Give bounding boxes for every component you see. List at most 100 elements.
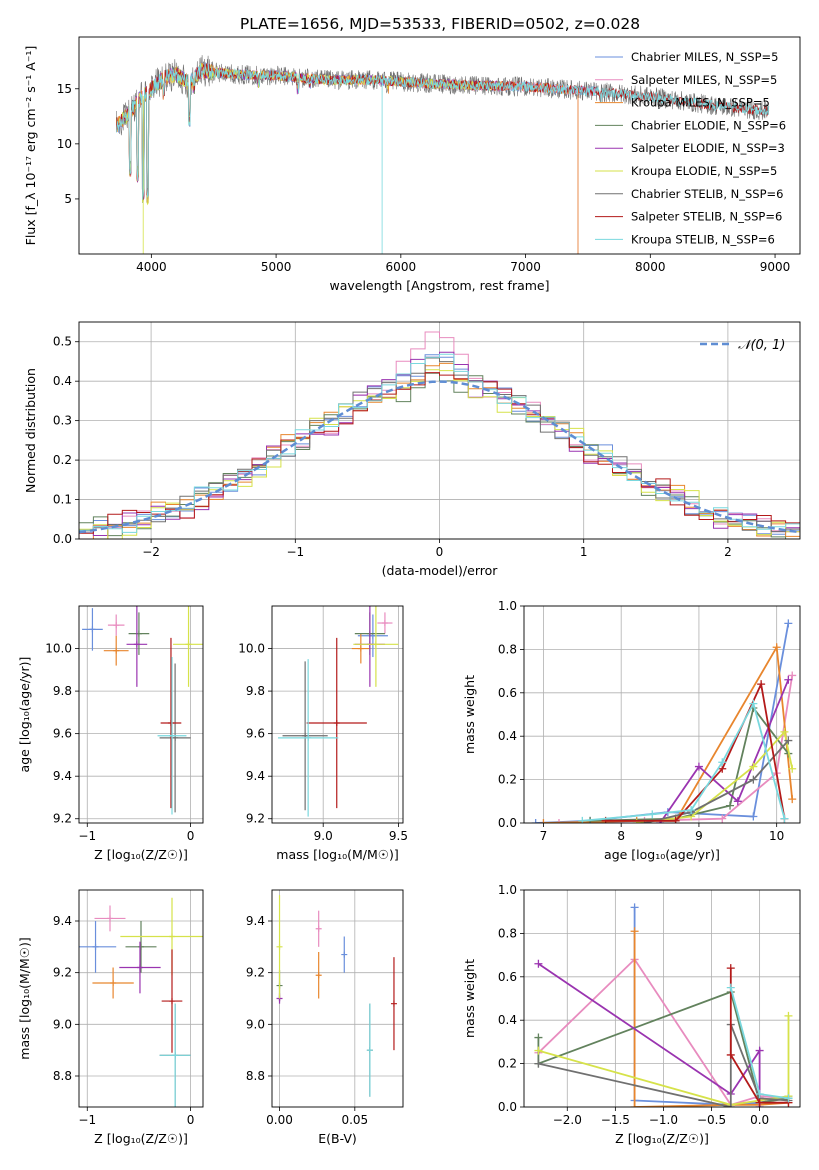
- y-tick-label: 0.6: [498, 970, 517, 984]
- mass-weight-series-line: [537, 963, 761, 1107]
- age-vs-mass-panel: 9.0 9.5 9.2 9.4 9.6 9.8 10.0 mass [log₁₀(M/M☉)]: [238, 605, 408, 862]
- mass-weight-point: [694, 762, 703, 771]
- y-axis-label: age [log₁₀(age/yr)]: [17, 657, 32, 773]
- mass-weight-point: [784, 1011, 793, 1020]
- y-tick-label: 0.2: [498, 1057, 517, 1071]
- y-tick-label: 1.0: [498, 599, 517, 613]
- x-axis-label: Z [log₁₀(Z/Z☉)]: [94, 1131, 188, 1146]
- x-tick-label: 9: [695, 829, 703, 843]
- axes-frame: [271, 889, 404, 1108]
- mass-weight-point: [718, 758, 727, 767]
- x-tick-label: 0.00: [266, 1113, 293, 1127]
- y-tick-label: 9.6: [246, 727, 265, 741]
- mass-weight-point: [788, 795, 797, 804]
- errorbar-point: [185, 641, 192, 648]
- x-axis-label: Z [log₁₀(Z/Z☉)]: [94, 847, 188, 862]
- legend-entry: Kroupa STELIB, N_SSP=6: [631, 232, 775, 246]
- errorbar-point: [305, 734, 312, 741]
- mass-weight-vs-age-panel: 7 8 9 10 0.0 0.2 0.4 0.6 0.8 1.0 age [log₁₀(age/yr…: [462, 599, 801, 862]
- y-tick-label: 0.0: [53, 532, 72, 546]
- y-tick-label: 9.0: [53, 1017, 72, 1031]
- x-tick-label: 5000: [261, 260, 292, 274]
- errorbar-point: [89, 626, 96, 633]
- y-tick-label: 8.8: [53, 1069, 72, 1083]
- legend-entry: Kroupa MILES, N_SSP=5: [631, 96, 770, 110]
- mass-weight-point: [726, 964, 735, 973]
- y-tick-label: 9.2: [246, 966, 265, 980]
- mass-weight-point: [648, 810, 657, 819]
- mass-weight-point: [749, 812, 758, 821]
- mass-weight-series-line: [729, 968, 789, 1104]
- mass-weight-point: [755, 1089, 764, 1098]
- mass-vs-metallicity-panel: −1 0 8.8 9.0 9.2 9.4 Z [log₁₀(Z/Z☉)] mass [log₁…: [17, 889, 204, 1146]
- y-axis-label: mass weight: [462, 959, 477, 1038]
- legend-entry: Chabrier ELODIE, N_SSP=6: [631, 118, 786, 132]
- y-tick-label: 9.4: [53, 769, 72, 783]
- errorbar-point: [341, 951, 348, 958]
- x-tick-label: 9.0: [314, 829, 333, 843]
- mass-weight-point: [726, 1050, 735, 1059]
- errorbar-point: [315, 972, 322, 979]
- mass-weight-point: [780, 727, 789, 736]
- x-tick-label: 2: [724, 545, 732, 559]
- y-axis-label: mass [log₁₀(M/M☉)]: [17, 937, 32, 1059]
- y-tick-label: 10: [57, 137, 72, 151]
- y-tick-label: 0.8: [498, 926, 517, 940]
- x-tick-label: 1: [580, 545, 588, 559]
- x-tick-label: 8: [617, 829, 625, 843]
- mass-weight-point: [733, 797, 742, 806]
- y-tick-label: 9.4: [246, 914, 265, 928]
- errorbar-point: [333, 720, 340, 727]
- age-vs-metallicity-panel: −1 0 9.2 9.4 9.6 9.8 10.0 Z [log₁₀(Z/Z☉)] age [l…: [17, 605, 204, 862]
- mass-weight-point: [784, 675, 793, 684]
- y-tick-label: 0.5: [53, 335, 72, 349]
- mass-weight-point: [534, 1046, 543, 1055]
- y-axis-label: mass weight: [462, 675, 477, 754]
- y-tick-label: 9.8: [53, 684, 72, 698]
- errorbar-point: [276, 943, 283, 950]
- legend-entry: Salpeter ELODIE, N_SSP=3: [631, 141, 785, 155]
- x-tick-label: 0: [187, 1113, 195, 1127]
- mass-weight-point: [749, 762, 758, 771]
- x-axis-label: (data-model)/error: [382, 563, 499, 578]
- errorbar-point: [390, 1000, 397, 1007]
- x-tick-label: −1: [78, 1113, 96, 1127]
- mass-weight-point: [630, 903, 639, 912]
- mass-weight-point: [788, 764, 797, 773]
- mass-weight-point: [757, 680, 766, 689]
- y-tick-label: 0.4: [498, 1013, 517, 1027]
- x-tick-label: 0: [187, 829, 195, 843]
- errorbar-point: [366, 1047, 373, 1054]
- normal-curve: [79, 380, 800, 534]
- x-axis-label: mass [log₁₀(M/M☉)]: [276, 847, 398, 862]
- errorbar-point: [357, 645, 364, 652]
- y-tick-label: 9.8: [246, 684, 265, 698]
- x-tick-label: 10: [769, 829, 784, 843]
- y-tick-label: 9.2: [246, 812, 265, 826]
- x-tick-label: 9.5: [389, 829, 408, 843]
- legend-entry: Chabrier MILES, N_SSP=5: [631, 50, 778, 64]
- y-tick-label: 5: [64, 192, 72, 206]
- mass-weight-series-line: [543, 644, 794, 823]
- mass-weight-point: [671, 816, 680, 823]
- y-tick-label: 10.0: [238, 642, 265, 656]
- y-tick-label: 0.0: [498, 816, 517, 830]
- y-tick-label: 0.8: [498, 642, 517, 656]
- mass-weight-point: [531, 819, 540, 823]
- y-tick-label: 9.6: [53, 727, 72, 741]
- mass-weight-point: [630, 1103, 639, 1107]
- x-tick-label: −1.0: [649, 1113, 678, 1127]
- axes-frame: [78, 889, 204, 1108]
- x-tick-label: 7000: [510, 260, 541, 274]
- y-tick-label: 10.0: [45, 642, 72, 656]
- errorbar-point: [113, 622, 120, 629]
- mass-weight-point: [534, 1059, 543, 1068]
- mass-weight-series-line: [659, 679, 790, 823]
- legend-entry: Salpeter STELIB, N_SSP=6: [631, 210, 782, 224]
- errorbar-point: [136, 964, 143, 971]
- mass-weight-point: [749, 699, 758, 708]
- mass-weight-point: [784, 1094, 793, 1103]
- mass-weight-series-line: [582, 701, 786, 822]
- y-tick-label: 9.2: [53, 966, 72, 980]
- x-tick-label: −2.0: [553, 1113, 582, 1127]
